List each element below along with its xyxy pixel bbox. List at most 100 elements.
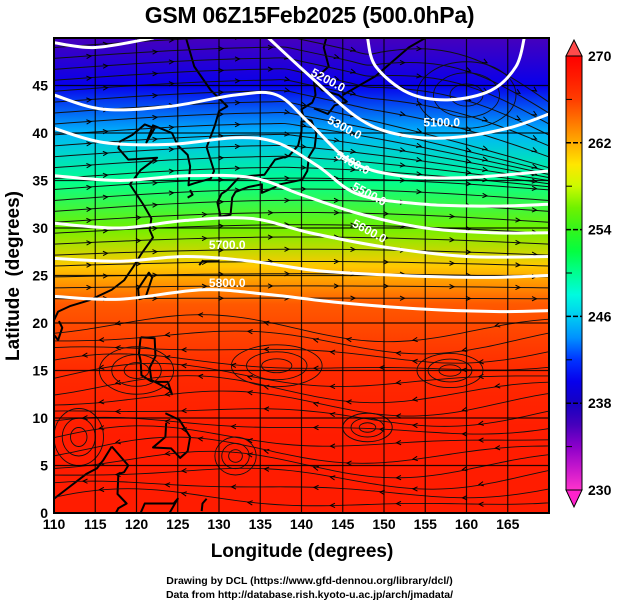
streamline-arrow <box>416 157 423 163</box>
contour-line-5800 <box>54 288 549 314</box>
streamline-arrow <box>481 58 489 64</box>
streamline-arrow <box>477 481 484 487</box>
streamline-arrow <box>461 347 468 353</box>
streamline-eddy <box>246 351 308 381</box>
streamline-arrow <box>416 73 423 79</box>
y-axis-label: Latitude (degrees) <box>3 191 24 361</box>
streamline-arrow <box>152 249 159 255</box>
streamline-arrow <box>494 445 501 451</box>
streamline-arrow <box>102 150 109 157</box>
streamline-arrow <box>152 49 159 55</box>
streamline-arrow <box>383 259 390 265</box>
streamline-arrow <box>164 355 171 361</box>
streamline-arrow <box>329 443 336 449</box>
streamline-arrow <box>461 367 468 373</box>
streamline-arrow <box>135 215 142 221</box>
streamline-arrow <box>218 111 225 117</box>
streamline-arrow <box>312 337 319 343</box>
streamline-arrow <box>284 197 291 203</box>
streamline-arrow <box>102 85 109 91</box>
y-tick-label: 25 <box>32 268 48 284</box>
streamline-arrow <box>531 178 538 184</box>
streamline-arrow <box>477 501 484 507</box>
streamline-arrow <box>102 172 109 178</box>
streamline-arrow <box>333 258 340 265</box>
streamline-arrow <box>333 283 340 289</box>
streamline-arrow <box>81 352 88 358</box>
streamline-arrow <box>350 295 357 301</box>
streamline-arrow <box>395 500 402 507</box>
streamline-arrow <box>329 349 336 355</box>
streamline-arrow <box>395 379 402 386</box>
streamline-arrow <box>465 67 472 73</box>
streamline-arrow <box>168 124 175 131</box>
streamline-arrow <box>168 190 175 196</box>
streamline-arrow <box>98 399 105 405</box>
streamline-arrow <box>218 89 225 96</box>
streamline-arrow <box>218 67 225 74</box>
streamline-arrow <box>267 66 274 72</box>
streamline-eddy <box>230 344 323 388</box>
contour-label: 5100.0 <box>423 115 460 129</box>
streamline-arrow <box>102 228 109 234</box>
streamline-arrow <box>267 283 274 289</box>
streamline-arrow <box>168 59 175 65</box>
streamline-arrow <box>312 484 319 491</box>
contour-label: 5800.0 <box>209 276 246 290</box>
x-tick-label: 160 <box>455 516 479 532</box>
streamline-arrow <box>383 211 390 217</box>
streamline-arrow <box>263 320 270 326</box>
streamline-arrow <box>263 448 270 454</box>
streamline-arrow <box>300 164 307 171</box>
streamline-arrow <box>102 63 109 69</box>
streamline-arrow <box>234 100 241 106</box>
streamline-arrow <box>531 185 538 191</box>
streamline-arrow <box>284 153 291 159</box>
credit-drawing: Drawing by DCL (https://www.gfd-dennou.o… <box>166 575 453 587</box>
streamline-arrow <box>218 177 225 183</box>
streamline-arrow <box>197 312 204 318</box>
streamline-arrow <box>494 383 501 389</box>
streamline-arrow <box>345 460 352 466</box>
contour-line-5100 <box>366 38 526 102</box>
streamline-arrow <box>86 97 93 103</box>
streamline-arrow <box>267 44 274 50</box>
streamline-arrow <box>267 234 274 240</box>
streamline-arrow <box>461 495 468 501</box>
streamline-arrow <box>86 284 93 291</box>
streamline-arrow <box>284 246 291 252</box>
streamline-arrow <box>383 235 390 241</box>
streamline-arrow <box>449 237 456 243</box>
y-tick-label: 30 <box>32 220 48 236</box>
coastline <box>152 412 192 459</box>
streamline-arrow <box>246 438 253 444</box>
streamline-arrow <box>284 76 291 82</box>
streamline-arrow <box>329 502 336 509</box>
streamline-arrow <box>514 115 522 120</box>
streamline-arrow <box>494 322 501 328</box>
streamline-arrow <box>395 413 402 419</box>
streamline-arrow <box>180 408 187 414</box>
streamline-arrow <box>515 239 522 246</box>
streamline-arrow <box>515 284 522 291</box>
credit-data-source: Data from http://database.rish.kyoto-u.a… <box>165 589 454 601</box>
streamline-arrow <box>350 148 357 155</box>
streamline-arrow <box>246 390 253 396</box>
contour-line-5300 <box>54 126 549 208</box>
x-tick-label: 145 <box>331 516 355 532</box>
streamline-arrow <box>86 240 93 246</box>
streamline-arrow <box>152 71 159 77</box>
streamline-arrow <box>383 283 390 289</box>
streamline-arrow <box>218 155 225 161</box>
streamline-arrow <box>263 406 270 412</box>
streamline-arrow <box>180 491 187 497</box>
streamline-arrow <box>86 184 93 191</box>
streamline-arrow <box>218 223 225 229</box>
coastline <box>139 497 179 513</box>
streamline-arrow <box>86 141 93 147</box>
streamline-eddy <box>221 442 250 470</box>
streamline-arrow <box>263 466 270 472</box>
streamline-arrow <box>152 180 159 186</box>
x-tick-label: 135 <box>249 516 273 532</box>
